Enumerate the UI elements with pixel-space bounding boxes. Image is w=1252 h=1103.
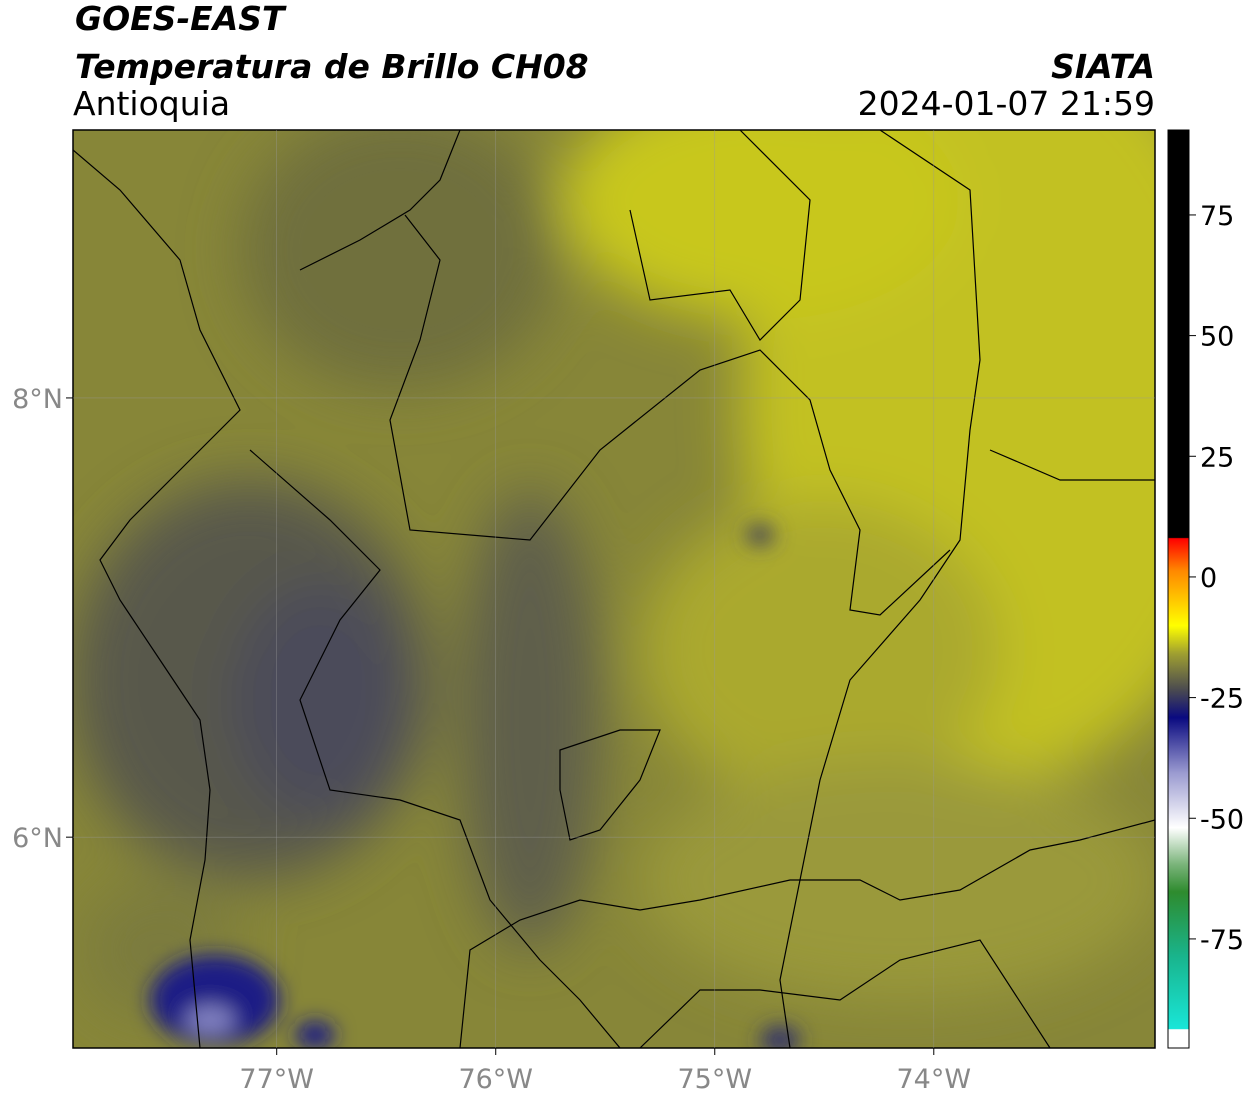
colorbar-tick-label: -50 [1200,804,1244,835]
colorbar-tick-label: -75 [1200,925,1244,956]
colorbar-tick-label: 75 [1200,201,1234,232]
x-tick-label: 75°W [677,1064,752,1095]
source: SIATA [1051,47,1155,86]
colorbar-tick-label: -25 [1200,684,1244,715]
satellite-image [73,130,1155,1048]
y-tick-label: 6°N [12,823,63,854]
title: GOES-EAST [75,0,287,38]
colorbar-tick-label: 0 [1200,563,1217,594]
y-tick-label: 8°N [12,384,63,415]
x-tick-label: 77°W [239,1064,314,1095]
colorbar-tick-label: 25 [1200,442,1234,473]
x-tick-label: 76°W [458,1064,533,1095]
subtitle: Temperatura de Brillo CH08 [75,47,589,86]
datetime: 2024-01-07 21:59 [858,84,1155,123]
map-frame [72,129,1156,1049]
colorbar-tick-label: 50 [1200,322,1234,353]
x-tick-label: 74°W [897,1064,972,1095]
colorbar [1167,129,1190,1049]
region: Antioquia [73,84,230,123]
